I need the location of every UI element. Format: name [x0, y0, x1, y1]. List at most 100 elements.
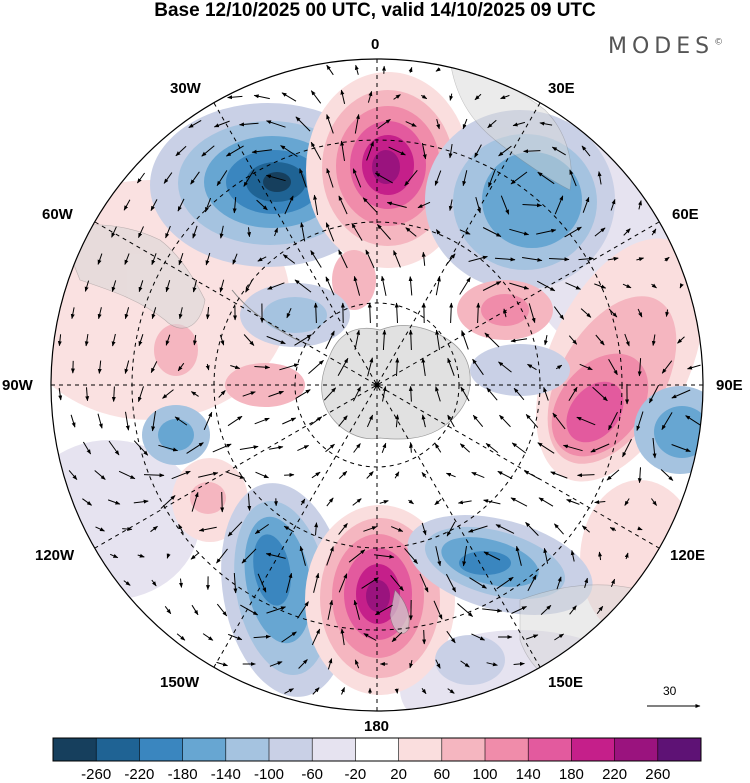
wind-vector: [314, 522, 319, 536]
wind-vector: [568, 335, 578, 345]
wind-vector: [421, 472, 427, 478]
wind-vector: [610, 578, 616, 587]
wind-vector: [448, 199, 453, 211]
colorbar-tick-label: 180: [558, 766, 584, 783]
wind-vector: [107, 499, 121, 505]
wind-vector: [391, 526, 404, 532]
anomaly-high-75w: [154, 324, 198, 376]
wind-vector: [565, 282, 581, 290]
wind-vector: [300, 222, 306, 242]
wind-vector: [377, 118, 391, 130]
wind-vector: [281, 631, 297, 643]
colorbar: [52, 737, 702, 762]
wind-vector: [636, 257, 645, 262]
wind-vector: [577, 473, 595, 478]
wind-vector: [447, 357, 455, 376]
wind-vector: [436, 118, 441, 130]
wind-vector: [352, 168, 362, 188]
wind-vector: [256, 199, 268, 211]
wind-vector: [510, 171, 528, 185]
wind-vector: [310, 141, 322, 161]
wind-vector: [340, 89, 346, 105]
wind-vector: [500, 195, 510, 215]
wind-vector: [241, 548, 257, 564]
wind-vector: [380, 275, 387, 296]
colorbar-tick-label: 220: [602, 766, 628, 783]
wind-vector: [523, 149, 541, 154]
wind-vector: [225, 471, 245, 479]
wind-vector: [205, 363, 210, 371]
wind-vector: [213, 120, 230, 128]
lon-label-30w: 30W: [170, 80, 201, 97]
wind-vector: [245, 279, 253, 293]
wind-vector: [239, 445, 259, 450]
colorbar-swatch: [355, 738, 400, 761]
wind-vector: [313, 302, 318, 324]
wind-vector: [497, 470, 513, 480]
colorbar-tick-label: 260: [645, 766, 671, 783]
wind-vector: [232, 253, 238, 265]
wind-vector: [282, 417, 297, 425]
wind-vector: [323, 387, 337, 401]
wind-vector: [556, 576, 562, 590]
wind-vector: [482, 608, 503, 613]
wind-vector: [462, 170, 468, 187]
wind-vector: [150, 361, 158, 374]
wind-vector: [257, 256, 267, 262]
wind-vector: [162, 389, 174, 399]
colorbar-swatch: [312, 738, 356, 761]
wind-vector: [568, 386, 578, 402]
wind-vector: [457, 603, 473, 617]
wind-vector: [570, 550, 575, 562]
wind-vector: [551, 146, 566, 156]
wind-vector: [543, 335, 548, 346]
wind-vector: [472, 414, 484, 428]
wind-vector: [687, 364, 701, 370]
wind-vector: [340, 140, 345, 161]
colorbar-tick-label: 140: [515, 766, 541, 783]
wind-vector: [327, 599, 334, 620]
wind-vector: [97, 307, 102, 320]
wind-vector: [269, 445, 284, 450]
wind-vector: [151, 579, 157, 587]
brand-name: MODES: [608, 34, 715, 59]
wind-vector: [70, 414, 76, 428]
wind-vector: [239, 122, 259, 127]
wind-vector: [421, 522, 427, 536]
wind-vector: [219, 279, 225, 293]
wind-vector: [118, 470, 136, 480]
wind-vector: [528, 303, 536, 324]
wind-vector: [267, 282, 285, 290]
wind-vector: [163, 172, 173, 184]
wind-vector: [227, 415, 243, 427]
wind-vector: [596, 605, 604, 615]
wind-vector: [354, 329, 361, 350]
wind-vector: [367, 357, 374, 377]
wind-vector: [394, 688, 399, 694]
wind-vector: [198, 526, 217, 532]
wind-vector: [143, 473, 165, 478]
wind-vector: [608, 358, 618, 376]
wind-vector: [648, 384, 660, 404]
wind-vector: [624, 552, 629, 560]
anomaly-high-180: [305, 505, 455, 695]
wind-vector: [247, 227, 252, 238]
wind-vector: [286, 572, 293, 593]
lon-label-90e: 90E: [716, 377, 743, 394]
wind-vector: [609, 527, 617, 532]
wind-vector: [111, 333, 116, 347]
wind-vector: [498, 145, 512, 157]
wind-vector: [538, 497, 554, 507]
wind-vector: [495, 524, 515, 534]
wind-vector: [386, 201, 407, 208]
wind-vector: [233, 572, 238, 594]
anomaly-low-100w-core: [158, 419, 194, 451]
wind-vector: [353, 443, 361, 453]
wind-vector: [219, 225, 224, 239]
wind-vector: [300, 498, 306, 506]
wind-vector: [297, 444, 310, 452]
wind-vector: [381, 442, 387, 453]
wind-vector: [595, 334, 605, 346]
wind-vector: [474, 93, 482, 101]
